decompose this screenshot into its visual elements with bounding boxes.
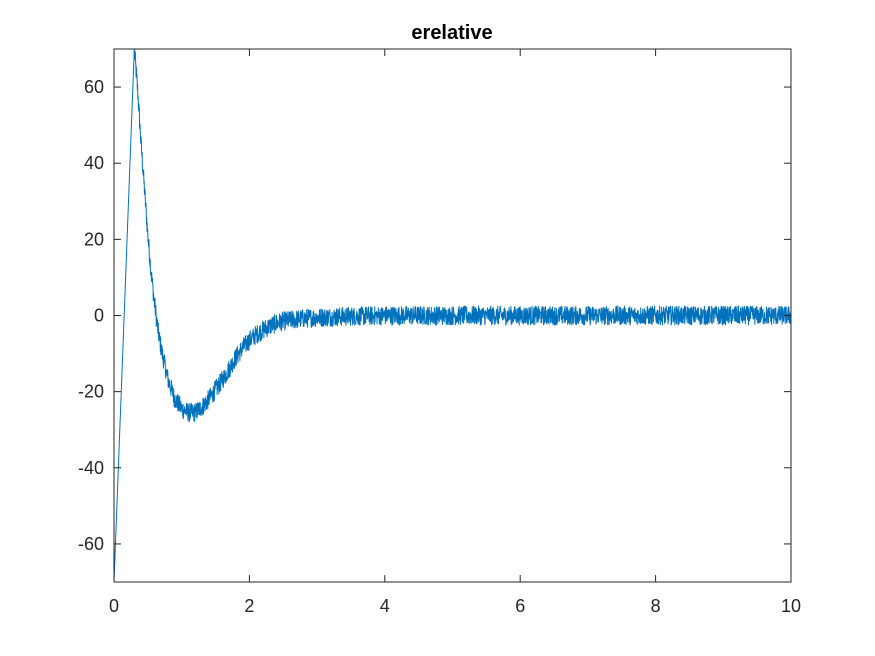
y-tick-label: 40 — [84, 153, 104, 173]
y-tick-label: -60 — [78, 534, 104, 554]
y-tick-label: 0 — [94, 306, 104, 326]
x-tick-label: 2 — [244, 596, 254, 616]
x-tick-label: 0 — [109, 596, 119, 616]
x-tick-label: 8 — [651, 596, 661, 616]
x-tick-label: 4 — [380, 596, 390, 616]
chart-title: erelative — [411, 22, 492, 44]
tick-labels-layer: 0 2 4 6 8 10 -60 -40 -20 0 20 40 60 — [78, 77, 801, 616]
y-tick-label: 60 — [84, 77, 104, 97]
axes-box — [113, 48, 792, 583]
y-tick-label: 20 — [84, 229, 104, 249]
y-tick-label: -40 — [78, 458, 104, 478]
series-line — [114, 49, 791, 582]
x-tick-label: 6 — [515, 596, 525, 616]
series-layer — [114, 49, 791, 582]
x-tick-label: 10 — [781, 596, 801, 616]
y-tick-label: -20 — [78, 382, 104, 402]
